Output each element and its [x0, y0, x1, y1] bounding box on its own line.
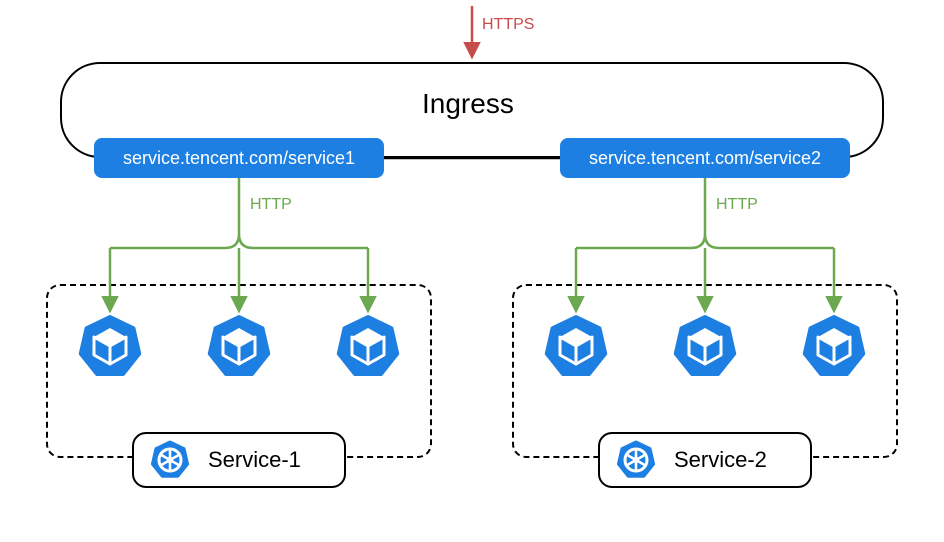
https-label: HTTPS: [482, 16, 534, 34]
ingress-title: Ingress: [422, 88, 514, 120]
pod-icon: [802, 314, 866, 378]
diagram-canvas: Ingress service.tencent.com/service1 ser…: [0, 0, 944, 542]
route-label-2: service.tencent.com/service2: [560, 138, 850, 178]
pod-icon: [207, 314, 271, 378]
service-badge-1: Service-1: [132, 432, 346, 488]
service-badge-2: Service-2: [598, 432, 812, 488]
http-label-2: HTTP: [716, 196, 758, 214]
k8s-wheel-icon: [616, 440, 656, 480]
pod-icon: [673, 314, 737, 378]
route-label-1: service.tencent.com/service1: [94, 138, 384, 178]
service-name-1: Service-1: [208, 447, 301, 473]
route-text-2: service.tencent.com/service2: [589, 148, 821, 169]
pod-icon: [336, 314, 400, 378]
http-label-1: HTTP: [250, 196, 292, 214]
k8s-wheel-icon: [150, 440, 190, 480]
route-text-1: service.tencent.com/service1: [123, 148, 355, 169]
service-name-2: Service-2: [674, 447, 767, 473]
pod-icon: [544, 314, 608, 378]
pod-icon: [78, 314, 142, 378]
